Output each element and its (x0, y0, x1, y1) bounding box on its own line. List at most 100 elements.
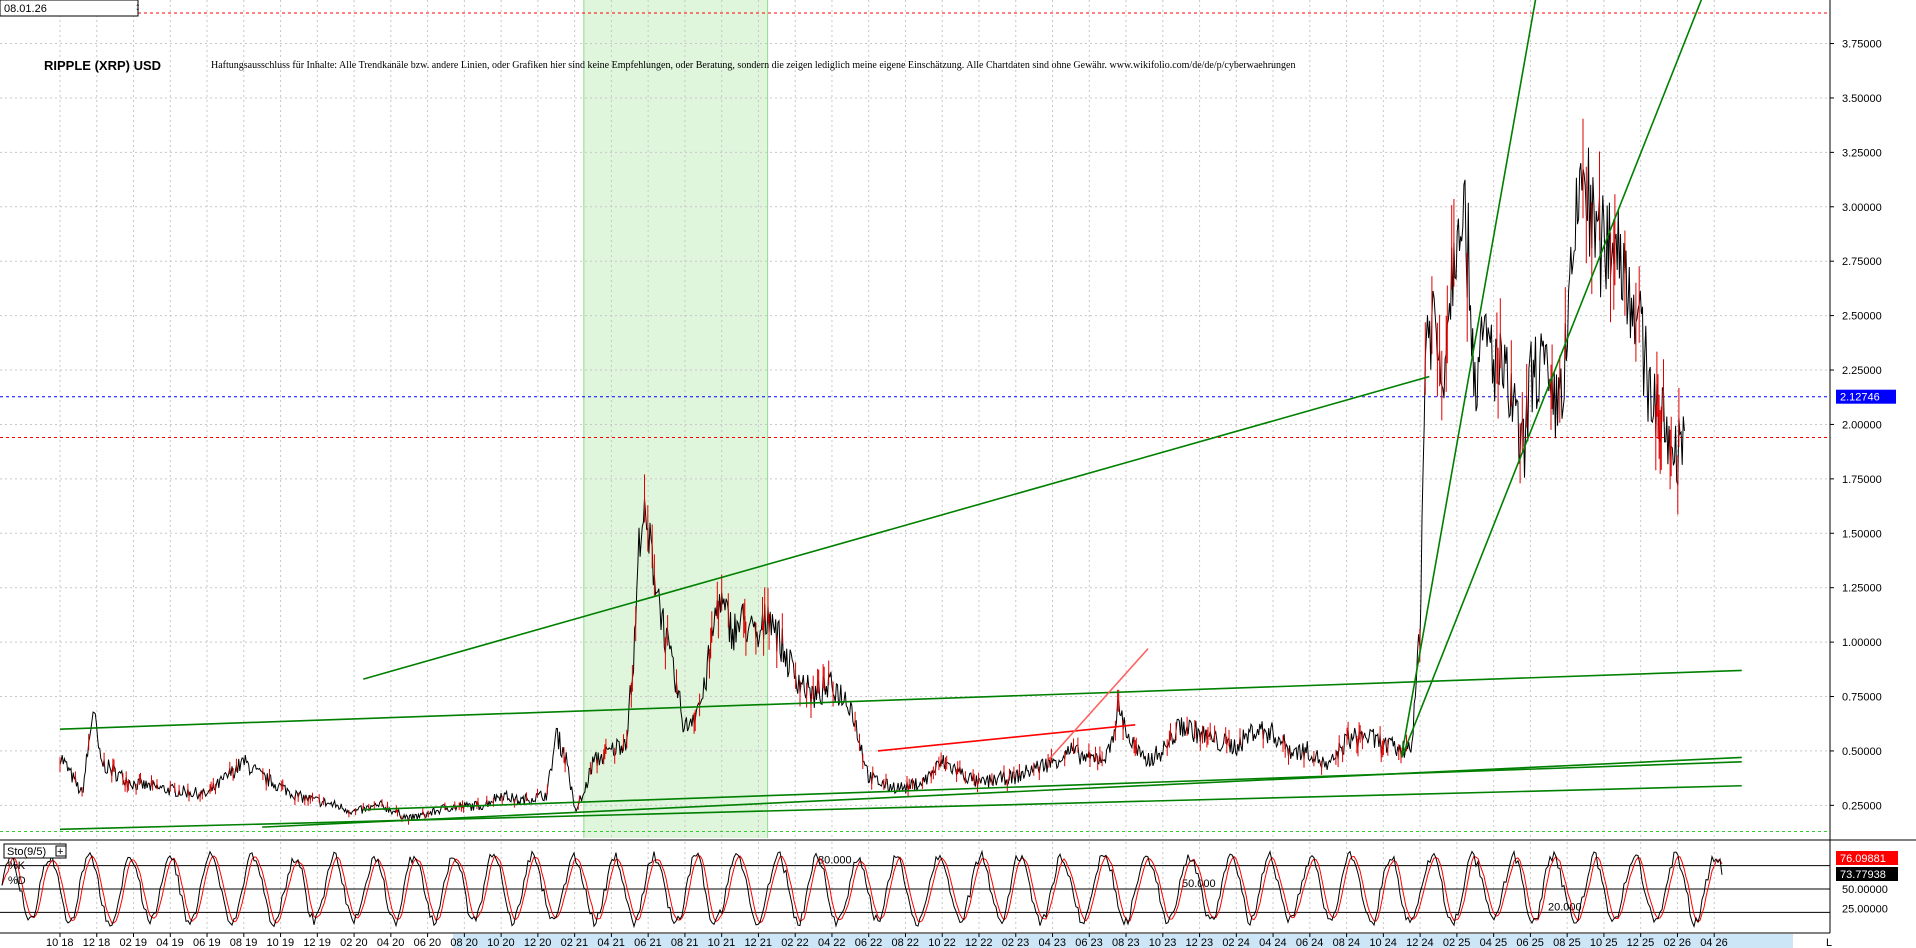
k-value-label: 76.09881 (1840, 853, 1886, 865)
x-tick-label: 02 21 (561, 937, 589, 948)
y-tick-label: 1.25000 (1842, 583, 1882, 595)
highlight-zone (583, 0, 769, 838)
x-tick-label: 04 20 (377, 937, 405, 948)
x-tick-label: 02 24 (1222, 937, 1250, 948)
x-tick-label: 06 24 (1296, 937, 1324, 948)
x-tick-label: 10 20 (487, 937, 515, 948)
x-tick-label: 04 23 (1039, 937, 1067, 948)
bearish-candles (59, 118, 1680, 825)
x-tick-label: 12 21 (744, 937, 772, 948)
header: 08.01.26 ↕ RIPPLE (XRP) USD Haftungsauss… (0, 0, 1296, 73)
y-tick-label: 2.75000 (1842, 256, 1882, 268)
y-tick-label: 0.25000 (1842, 800, 1882, 812)
x-tick-label: 12 23 (1186, 937, 1214, 948)
sto-k-line[interactable] (1, 849, 1723, 929)
x-tick-label: 04 26 (1700, 937, 1728, 948)
y-tick-label: 3.50000 (1842, 93, 1882, 105)
x-tick-label: 02 19 (120, 937, 148, 948)
x-tick-label: 06 20 (414, 937, 442, 948)
x-tick-label: 06 25 (1516, 937, 1544, 948)
x-tick-label: 12 25 (1627, 937, 1655, 948)
price-series (59, 118, 1685, 825)
y-tick-label: 1.50000 (1842, 528, 1882, 540)
sto-level-label: 80.000 (818, 855, 852, 867)
y-tick-label: 1.75000 (1842, 474, 1882, 486)
time-axis[interactable]: L 10 18 12 18 02 19 04 19 06 19 08 19 10 19 12 … (0, 932, 1916, 948)
d-value-label: 73.77938 (1840, 869, 1886, 881)
legend-d: %D (8, 875, 26, 887)
x-tick-label: 10 22 (928, 937, 956, 948)
x-tick-label: 04 21 (597, 937, 625, 948)
x-tick-label: 08 19 (230, 937, 258, 948)
x-tick-label: 12 20 (524, 937, 552, 948)
trendline[interactable] (877, 724, 1136, 752)
x-tick-label: 08 21 (671, 937, 699, 948)
y-tick-label: 3.25000 (1842, 147, 1882, 159)
x-tick-label: 08 24 (1333, 937, 1361, 948)
indicator-name: Sto(9/5) (7, 846, 46, 858)
k-value-badge (1836, 851, 1898, 865)
chart-date: 08.01.26 (4, 3, 47, 15)
trendline[interactable] (59, 669, 1742, 730)
x-tick-label: 02 20 (340, 937, 368, 948)
y-tick-label: 3.75000 (1842, 39, 1882, 51)
x-tick-label: 06 19 (193, 937, 221, 948)
x-tick-label: 02 23 (1002, 937, 1030, 948)
y-tick-label: 0.50000 (1842, 746, 1882, 758)
horizontal-levels (0, 12, 1828, 832)
last-price-badge (1836, 389, 1896, 404)
x-tick-label: 04 24 (1259, 937, 1287, 948)
x-tick-label: 02 22 (781, 937, 809, 948)
trendlines (59, 0, 1742, 831)
x-tick-label: 12 19 (303, 937, 331, 948)
disclaimer-text: Haftungsausschluss für Inhalte: Alle Tre… (211, 60, 1296, 71)
x-tick-label: 12 18 (83, 937, 111, 948)
price-grid (0, 0, 1830, 838)
stochastic-series (1, 849, 1723, 929)
stochastic-grid (59, 842, 1715, 932)
trendline[interactable] (363, 761, 1742, 811)
x-tick-label: 06 21 (634, 937, 662, 948)
trendline[interactable] (1400, 0, 1545, 756)
x-tick-label: 10 24 (1369, 937, 1397, 948)
x-tick-label: 12 22 (965, 937, 993, 948)
d-value-badge (1836, 867, 1898, 881)
last-price-label: 2.12746 (1840, 392, 1880, 404)
x-tick-label: 10 18 (46, 937, 74, 948)
expand-plus-icon[interactable]: + (57, 846, 63, 858)
x-axis-end-marker: L (1826, 937, 1832, 948)
x-tick-label: 10 25 (1590, 937, 1618, 948)
trendline[interactable] (59, 784, 1742, 831)
x-tick-label: 08 23 (1112, 937, 1140, 948)
x-tick-label: 12 24 (1406, 937, 1434, 948)
sto-y-tick-label: 25.00000 (1842, 904, 1888, 916)
sto-y-tick-label: 50.00000 (1842, 884, 1888, 896)
x-tick-label: 02 25 (1443, 937, 1471, 948)
x-tick-label: 08 25 (1553, 937, 1581, 948)
y-tick-label: 1.00000 (1842, 637, 1882, 649)
trendline[interactable] (363, 375, 1430, 680)
x-tick-label: 10 23 (1149, 937, 1177, 948)
x-tick-label: 04 22 (818, 937, 846, 948)
legend-k: %K (8, 860, 26, 872)
x-tick-label: 08 20 (450, 937, 478, 948)
highlight-rect (583, 0, 768, 838)
sto-level-label: 50.000 (1182, 878, 1216, 890)
stochastic-panel[interactable]: 80.000 50.000 20.000 50.00000 25.00000 76.098… (0, 839, 1916, 932)
trendline[interactable] (262, 756, 1742, 828)
chart-title: RIPPLE (XRP) USD (44, 58, 161, 73)
expand-icon[interactable] (55, 845, 67, 857)
x-tick-label: 08 22 (891, 937, 919, 948)
trendline[interactable] (1048, 648, 1149, 761)
sto-d-line[interactable] (1, 855, 1723, 924)
x-tick-label: 04 25 (1480, 937, 1508, 948)
x-tick-label: 02 26 (1663, 937, 1691, 948)
trendline[interactable] (1400, 0, 1714, 758)
y-tick-label: 2.25000 (1842, 365, 1882, 377)
price-line[interactable] (59, 147, 1685, 822)
cursor-icon: ↕ (135, 1, 141, 13)
y-tick-label: 2.50000 (1842, 311, 1882, 323)
main-price-panel[interactable] (0, 0, 1830, 839)
price-axis[interactable]: 0.25000 0.50000 0.75000 1.00000 1.25000 1.500… (1829, 0, 1896, 945)
